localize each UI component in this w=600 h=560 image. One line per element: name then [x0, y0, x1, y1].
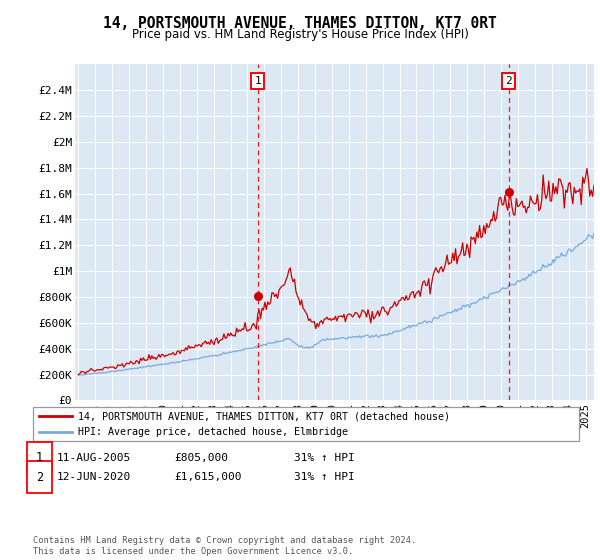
- Text: 12-JUN-2020: 12-JUN-2020: [57, 472, 131, 482]
- Text: HPI: Average price, detached house, Elmbridge: HPI: Average price, detached house, Elmb…: [78, 427, 348, 437]
- Text: 2: 2: [505, 76, 512, 86]
- Text: 11-AUG-2005: 11-AUG-2005: [57, 452, 131, 463]
- Text: 2: 2: [36, 470, 43, 484]
- Text: Price paid vs. HM Land Registry's House Price Index (HPI): Price paid vs. HM Land Registry's House …: [131, 28, 469, 41]
- Text: 14, PORTSMOUTH AVENUE, THAMES DITTON, KT7 0RT (detached house): 14, PORTSMOUTH AVENUE, THAMES DITTON, KT…: [78, 411, 450, 421]
- Text: 1: 1: [254, 76, 261, 86]
- Text: £805,000: £805,000: [174, 452, 228, 463]
- Text: 1: 1: [36, 451, 43, 464]
- Text: 31% ↑ HPI: 31% ↑ HPI: [294, 452, 355, 463]
- Text: 31% ↑ HPI: 31% ↑ HPI: [294, 472, 355, 482]
- Text: Contains HM Land Registry data © Crown copyright and database right 2024.
This d: Contains HM Land Registry data © Crown c…: [33, 536, 416, 556]
- Text: 14, PORTSMOUTH AVENUE, THAMES DITTON, KT7 0RT: 14, PORTSMOUTH AVENUE, THAMES DITTON, KT…: [103, 16, 497, 31]
- Text: £1,615,000: £1,615,000: [174, 472, 241, 482]
